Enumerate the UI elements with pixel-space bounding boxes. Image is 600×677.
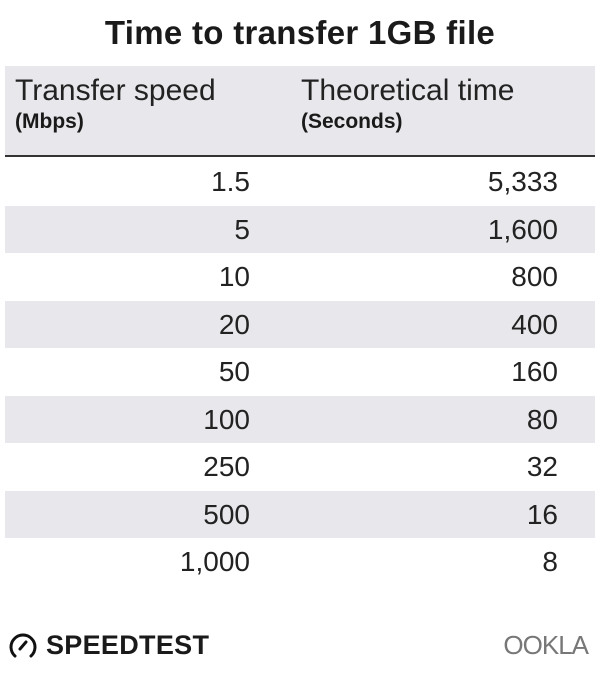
column-header-speed: Transfer speed (Mbps) <box>15 74 216 134</box>
speed-cell: 250 <box>203 451 250 482</box>
speed-cell: 100 <box>203 403 250 435</box>
column-header-label: Transfer speed <box>15 74 216 107</box>
table-row: 100 80 <box>5 395 595 443</box>
table-row: 250 32 <box>5 443 595 491</box>
speed-cell: 10 <box>218 261 250 292</box>
time-cell: 16 <box>526 498 558 530</box>
column-header-label: Theoretical time <box>301 74 515 107</box>
ookla-logo: OOKLA <box>503 630 589 660</box>
gauge-icon <box>9 633 37 657</box>
speed-cell: 50 <box>218 356 250 387</box>
table-header: Transfer speed (Mbps) Theoretical time (… <box>5 66 595 157</box>
speedtest-wordmark: SPEEDTEST <box>46 630 210 660</box>
table-title: Time to transfer 1GB file <box>104 14 496 51</box>
speedtest-logo: SPEEDTEST <box>8 630 209 661</box>
table-row: 500 16 <box>5 490 595 538</box>
speed-cell: 5 <box>234 213 250 245</box>
table-body: 1.5 5,333 5 1,600 10 800 20 400 50 160 100 80 250 32 5… <box>5 158 595 586</box>
table-row: 20 400 <box>5 300 595 348</box>
speed-cell: 1,000 <box>179 546 250 577</box>
speed-cell: 500 <box>203 498 250 530</box>
table-row: 5 1,600 <box>5 205 595 253</box>
time-cell: 160 <box>511 356 558 387</box>
table-row: 1.5 5,333 <box>5 158 595 206</box>
time-cell: 8 <box>542 546 558 577</box>
column-header-unit: (Mbps) <box>15 110 84 133</box>
time-cell: 5,333 <box>487 166 558 197</box>
table-row: 10 800 <box>5 253 595 301</box>
column-header-time: Theoretical time (Seconds) <box>301 74 514 134</box>
table-row: 50 160 <box>5 348 595 396</box>
time-cell: 80 <box>526 403 558 435</box>
time-cell: 1,600 <box>487 213 558 245</box>
speed-cell: 1.5 <box>211 166 250 197</box>
speed-cell: 20 <box>218 308 250 340</box>
column-header-unit: (Seconds) <box>301 110 403 133</box>
time-cell: 400 <box>511 308 558 340</box>
table-row: 1,000 8 <box>5 538 595 586</box>
time-cell: 800 <box>511 261 558 292</box>
time-cell: 32 <box>526 451 558 482</box>
